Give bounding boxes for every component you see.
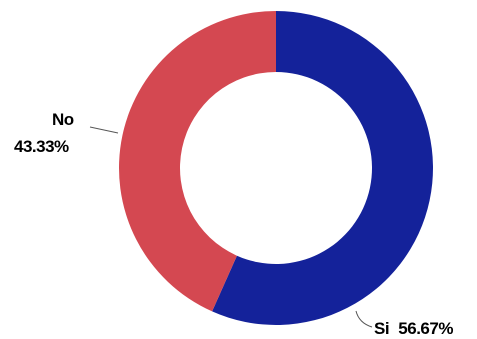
slice-label-no-percent: 43.33% (14, 137, 69, 156)
donut-slice-no (118, 10, 276, 312)
slice-label-no-name: No (52, 110, 74, 129)
leader-line-si (355, 310, 373, 328)
donut-slices (118, 10, 433, 325)
slice-label-si-name: Si (374, 319, 389, 338)
leader-line-no (89, 126, 119, 134)
slice-label-si: Si 56.67% (374, 319, 453, 338)
slice-label-si-percent: 56.67% (398, 319, 453, 338)
donut-slice-si (212, 11, 433, 325)
